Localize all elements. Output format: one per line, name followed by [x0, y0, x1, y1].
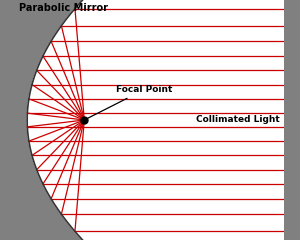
Text: Focal Point: Focal Point: [87, 85, 172, 119]
Polygon shape: [27, 0, 284, 240]
Text: Parabolic Mirror: Parabolic Mirror: [19, 3, 108, 13]
Text: Collimated Light: Collimated Light: [196, 115, 280, 125]
